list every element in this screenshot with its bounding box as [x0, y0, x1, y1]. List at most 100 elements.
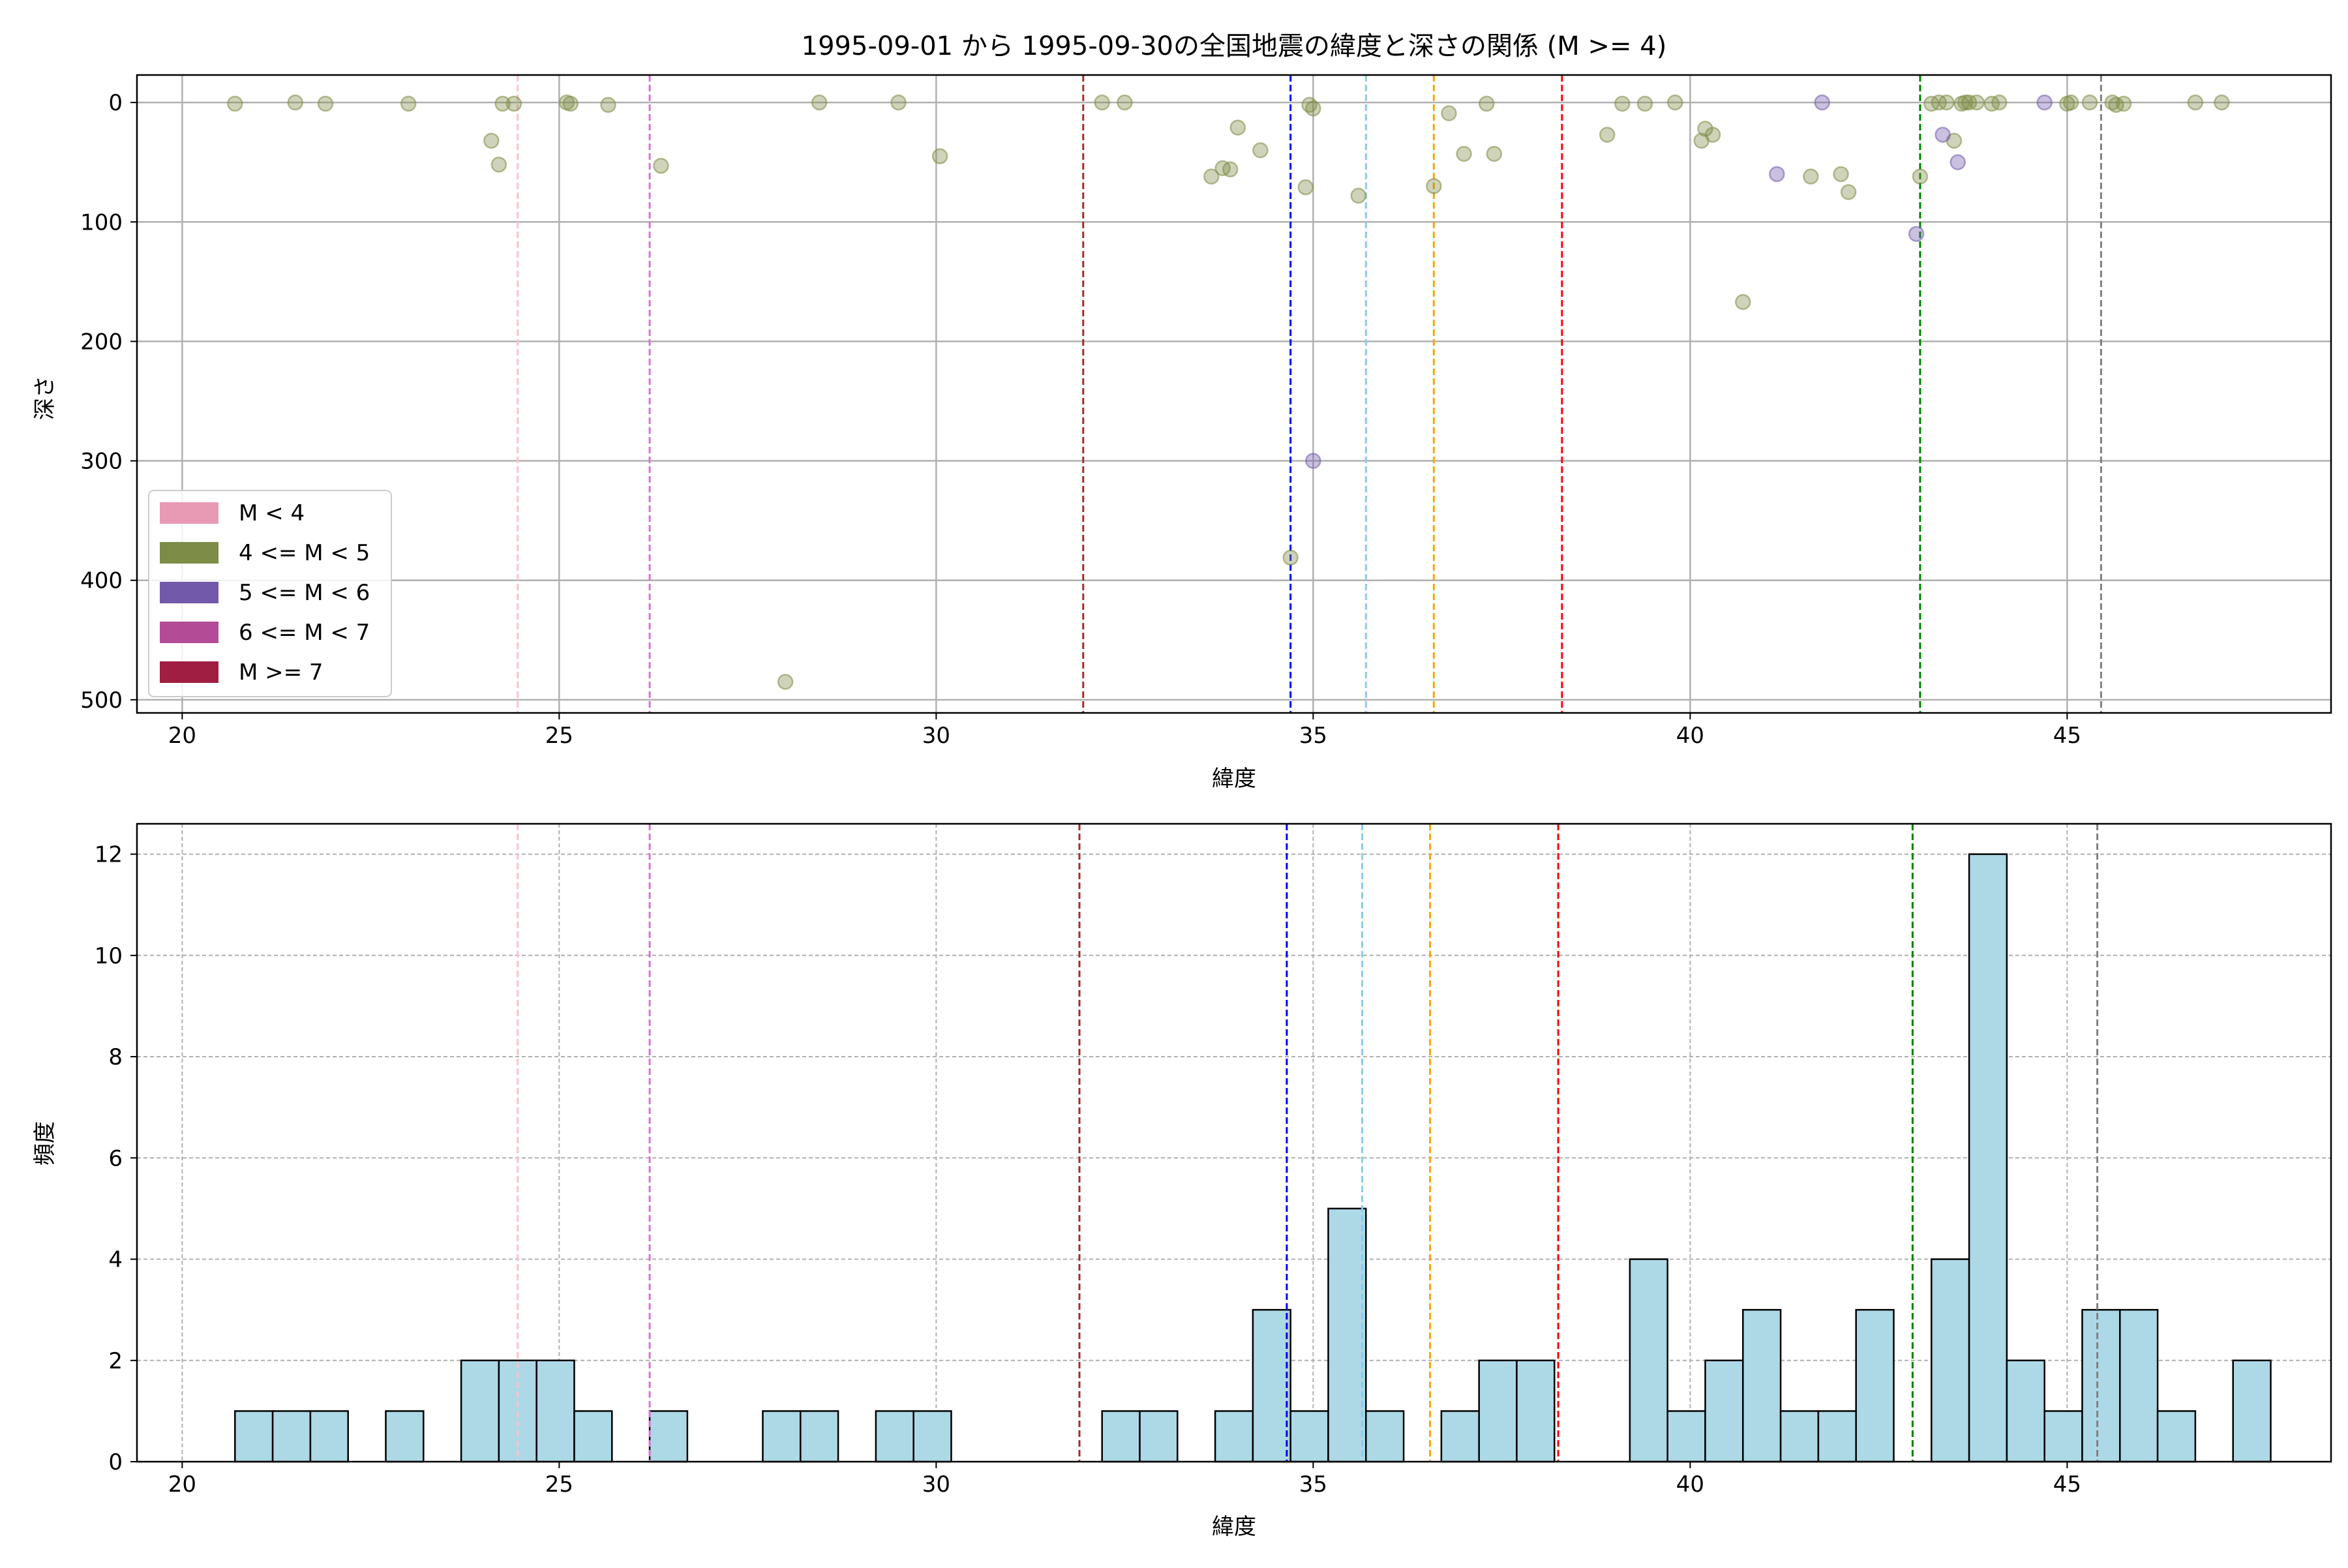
scatter-point	[600, 97, 616, 113]
histogram-bar	[2006, 1359, 2045, 1463]
scatter-point	[1282, 549, 1299, 566]
histogram-bar	[1629, 1258, 1668, 1463]
scatter-point	[811, 94, 828, 111]
histogram-bar	[648, 1410, 689, 1463]
histogram-xtick-label: 25	[545, 1471, 573, 1498]
scatter-point	[777, 674, 794, 690]
histogram-ytick-label: 4	[108, 1247, 123, 1273]
scatter-xtick-label: 35	[1299, 723, 1327, 749]
histogram-bar	[1139, 1410, 1179, 1463]
legend: M < 4 4 <= M < 5 5 <= M < 6 6 <= M < 7 M >= …	[148, 490, 392, 697]
scatter-point	[1833, 166, 1849, 183]
scatter-ytick-label: 500	[80, 687, 123, 714]
scatter-grid	[137, 75, 2331, 713]
histogram-bar	[309, 1410, 349, 1463]
histogram-bar	[2119, 1308, 2159, 1463]
histogram-bar	[2081, 1308, 2121, 1463]
histogram-bar	[1666, 1410, 1706, 1463]
scatter-point	[1117, 94, 1133, 111]
histogram-ytick-label: 12	[95, 842, 123, 868]
scatter-point	[1305, 100, 1321, 117]
histogram-axes-frame	[136, 822, 2332, 1463]
histogram-bar	[271, 1410, 312, 1463]
scatter-point	[1094, 94, 1110, 111]
scatter-point	[400, 95, 417, 112]
histogram-bar	[1704, 1359, 1744, 1463]
histogram-ylabel: 頻度	[32, 1121, 58, 1166]
scatter-point	[227, 95, 243, 112]
scatter-point	[1426, 178, 1442, 194]
scatter-xtick-label: 25	[545, 723, 573, 749]
histogram-reference-lines	[517, 824, 2099, 1462]
scatter-ylabel: 深さ	[32, 376, 58, 420]
scatter-point	[1350, 187, 1366, 204]
scatter-ytick-label: 300	[80, 449, 123, 475]
histogram-ytick-label: 2	[108, 1348, 123, 1374]
scatter-xtick-label: 40	[1676, 723, 1704, 749]
histogram-bar	[1214, 1410, 1254, 1463]
histogram-xtick-label: 45	[2053, 1471, 2081, 1498]
histogram-bar	[1968, 853, 2008, 1463]
scatter-point	[490, 157, 507, 173]
scatter-point	[317, 95, 334, 112]
histogram-xlabel: 緯度	[1212, 1514, 1256, 1540]
scatter-point	[653, 157, 669, 174]
legend-swatch	[160, 542, 218, 564]
scatter-point	[2081, 94, 2098, 111]
histogram-bar	[1252, 1308, 1291, 1463]
histogram-chart: 緯度 頻度 20 25 30 35 40 45 0 2 4 6 8 10 12	[32, 822, 2332, 1540]
scatter-point	[1938, 94, 1955, 111]
scatter-ytick-label: 400	[80, 568, 123, 594]
scatter-point	[1949, 154, 1966, 170]
scatter-point	[2115, 95, 2132, 112]
scatter-point	[890, 94, 907, 111]
histogram-bar	[1327, 1207, 1367, 1463]
scatter-point	[1957, 94, 1974, 111]
scatter-point	[287, 94, 304, 111]
scatter-point	[1486, 145, 1503, 162]
scatter-point	[1479, 95, 1495, 112]
scatter-point	[1229, 119, 1246, 136]
scatter-point	[1968, 94, 1985, 111]
histogram-bar	[800, 1410, 839, 1463]
histogram-bar	[1779, 1410, 1820, 1463]
legend-label: 6 <= M < 7	[239, 620, 370, 646]
scatter-point	[2062, 94, 2079, 111]
scatter-point	[1803, 168, 1819, 185]
legend-swatch	[160, 661, 218, 683]
legend-items: M < 4 4 <= M < 5 5 <= M < 6 6 <= M < 7 M >= …	[160, 500, 370, 686]
scatter-point	[1252, 142, 1269, 158]
scatter-point	[931, 148, 948, 164]
scatter-point	[494, 95, 511, 112]
histogram-bar	[2156, 1410, 2197, 1463]
histogram-bar	[875, 1410, 914, 1463]
scatter-point	[1636, 95, 1653, 112]
histogram-xtick-label: 20	[168, 1471, 196, 1498]
scatter-points	[227, 94, 2230, 690]
scatter-point	[1667, 94, 1683, 111]
scatter-point	[1203, 168, 1220, 185]
histogram-ytick-label: 0	[108, 1449, 123, 1475]
histogram-bar	[1440, 1410, 1480, 1463]
scatter-point	[483, 132, 500, 149]
histogram-bar	[1855, 1308, 1895, 1463]
scatter-point	[1735, 294, 1751, 310]
histogram-bar	[1931, 1258, 1970, 1463]
legend-label: 5 <= M < 6	[239, 580, 370, 606]
legend-label: 4 <= M < 5	[239, 540, 370, 566]
scatter-title: 1995-09-01 から 1995-09-30の全国地震の緯度と深さの関係 (…	[802, 31, 1667, 61]
scatter-point	[1222, 161, 1239, 177]
histogram-bar	[234, 1410, 274, 1463]
histogram-bar	[1365, 1410, 1405, 1463]
scatter-xtick-label: 30	[922, 723, 950, 749]
histogram-bar	[535, 1359, 575, 1463]
scatter-reference-lines	[517, 75, 2102, 713]
scatter-ticks: 20 25 30 35 40 45 0 100 200 300 400 500	[80, 90, 2081, 749]
scatter-point	[2214, 94, 2230, 111]
scatter-point	[1908, 226, 1925, 242]
histogram-bar	[385, 1410, 425, 1463]
histogram-bar	[460, 1359, 500, 1463]
histogram-bar	[912, 1410, 952, 1463]
